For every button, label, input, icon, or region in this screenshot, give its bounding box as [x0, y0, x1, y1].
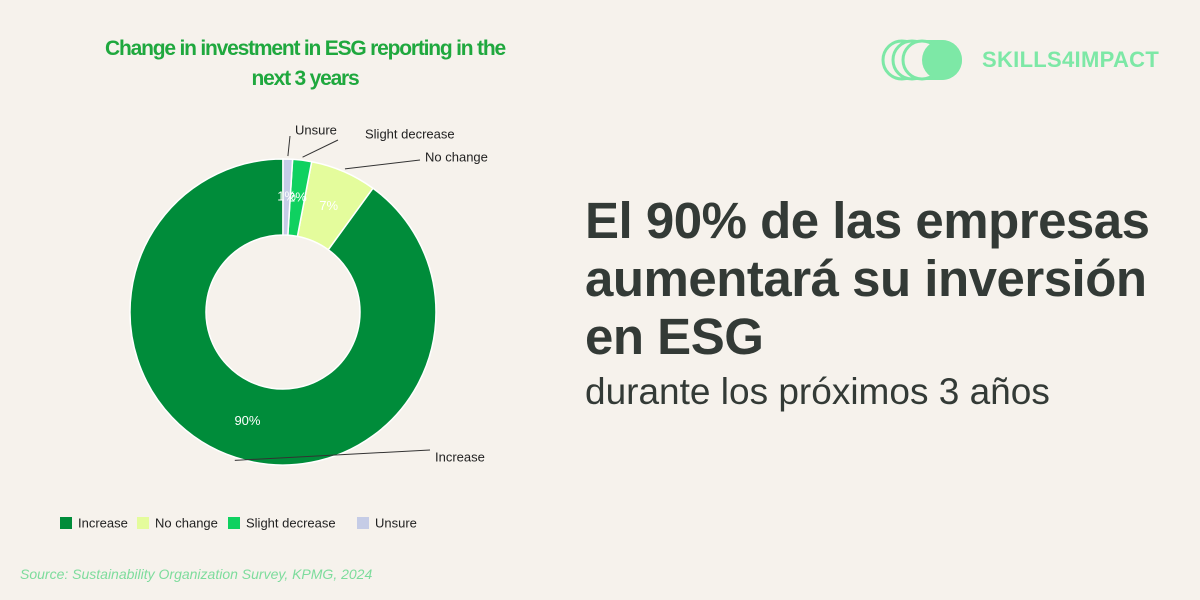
value-label: 2%	[288, 189, 307, 204]
value-label: 1%	[277, 188, 296, 203]
legend-label: Unsure	[375, 515, 417, 530]
legend-swatch	[137, 517, 149, 529]
legend-swatch	[228, 517, 240, 529]
category-label: Slight decrease	[365, 126, 455, 141]
leader-line	[302, 139, 339, 158]
category-label: No change	[425, 149, 488, 164]
chart-title: Change in investment in ESG reporting in…	[105, 37, 506, 90]
value-label: 7%	[319, 198, 338, 213]
source-note: Source: Sustainability Organization Surv…	[20, 566, 373, 582]
legend-label: Increase	[78, 515, 128, 530]
leader-line	[344, 159, 421, 170]
donut-segment	[282, 158, 294, 236]
legend-swatch	[357, 517, 369, 529]
leader-line	[234, 449, 431, 461]
category-label: Increase	[435, 449, 485, 464]
brand-name: SKILLS4IMPACT	[982, 47, 1160, 72]
leader-line	[287, 135, 291, 157]
category-label: Unsure	[295, 122, 337, 137]
brand-logo	[881, 39, 962, 81]
value-label: 90%	[234, 413, 260, 428]
donut-segment	[129, 158, 437, 466]
legend-swatch	[60, 517, 72, 529]
headline: El 90% de las empresas aumentará su inve…	[585, 192, 1150, 365]
legend-label: No change	[155, 515, 218, 530]
legend-label: Slight decrease	[246, 515, 336, 530]
subline: durante los próximos 3 años	[585, 371, 1050, 412]
